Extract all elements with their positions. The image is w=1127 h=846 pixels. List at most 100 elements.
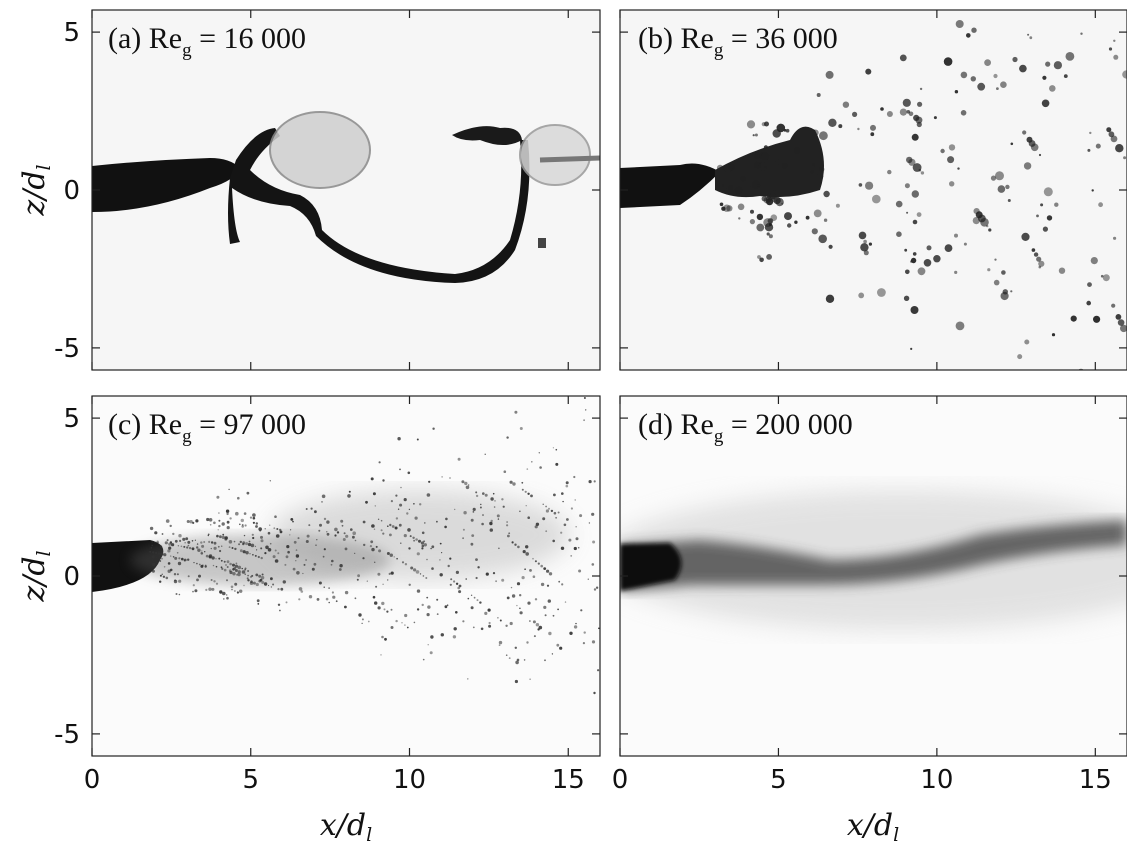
droplet [540,564,543,568]
droplet [357,574,360,578]
droplet [245,542,249,546]
droplet [458,590,462,594]
droplet [538,625,543,630]
droplet [719,202,724,207]
droplet [980,218,989,227]
droplet [726,187,729,190]
droplet [254,545,257,548]
droplet [397,437,401,441]
droplet [407,528,411,532]
droplet [354,552,356,555]
droplet [234,547,237,551]
droplet [427,644,429,646]
droplet [502,505,505,508]
droplet [252,513,256,517]
droplet [285,555,289,559]
droplet [195,519,199,523]
droplet [552,539,555,543]
droplet [583,631,586,634]
droplet [960,110,967,116]
droplet [525,552,529,556]
droplet [588,480,592,484]
droplet [258,574,262,578]
droplet [1070,315,1077,322]
droplet [503,470,507,474]
droplet [361,622,363,625]
droplet [511,541,514,544]
droplet [236,591,239,594]
droplet [423,543,427,547]
droplet [587,578,589,580]
droplet [267,531,271,535]
droplet [242,550,246,554]
droplet [210,547,212,550]
droplet [573,475,576,479]
droplet [201,544,205,548]
droplet [289,534,291,536]
droplet [416,589,421,593]
y-tick-label: -5 [54,720,80,750]
droplet [322,555,325,558]
droplet [343,532,346,535]
liquid-bag [519,124,591,186]
panel-b-image [620,10,1127,370]
droplet [221,522,225,526]
droplet [484,493,488,497]
droplet [265,545,269,550]
droplet [761,152,770,161]
droplet [1122,70,1127,79]
droplet [482,514,484,516]
droplet [151,541,153,543]
droplet [390,626,394,629]
droplet [529,620,531,622]
droplet [231,588,233,591]
droplet [377,518,380,520]
droplet [511,594,516,598]
droplet [429,651,433,655]
droplet [475,494,479,498]
droplet [1090,257,1098,265]
droplet [865,68,872,75]
droplet [515,660,519,665]
droplet [159,560,162,562]
droplet [994,258,997,261]
droplet [906,211,909,214]
droplet [516,582,521,586]
droplet [545,530,548,533]
droplet [226,566,229,568]
droplet [410,566,414,570]
droplet [374,561,376,563]
droplet [908,158,916,166]
droplet [525,545,529,549]
droplet [499,619,502,622]
y-tick-label: 5 [63,404,80,434]
droplet [192,590,194,593]
droplet [733,163,737,167]
droplet [775,161,779,165]
droplet [467,597,470,600]
droplet [244,573,246,575]
droplet [1012,56,1018,63]
droplet [247,579,250,582]
droplet [501,498,504,501]
droplet [865,181,874,190]
droplet [196,562,198,565]
droplet [912,219,918,225]
droplet [178,557,181,560]
droplet [396,557,398,560]
droplet [553,493,556,497]
droplet [221,567,224,571]
droplet [212,564,215,567]
droplet [238,543,241,546]
droplet [258,527,263,531]
droplet [525,505,527,507]
droplet [498,547,500,550]
droplet [899,108,908,116]
droplet [185,537,189,541]
droplet [1027,33,1030,36]
droplet [331,559,334,563]
droplet [477,566,480,569]
droplet [1024,339,1030,345]
droplet [444,525,447,529]
droplet [272,555,276,559]
